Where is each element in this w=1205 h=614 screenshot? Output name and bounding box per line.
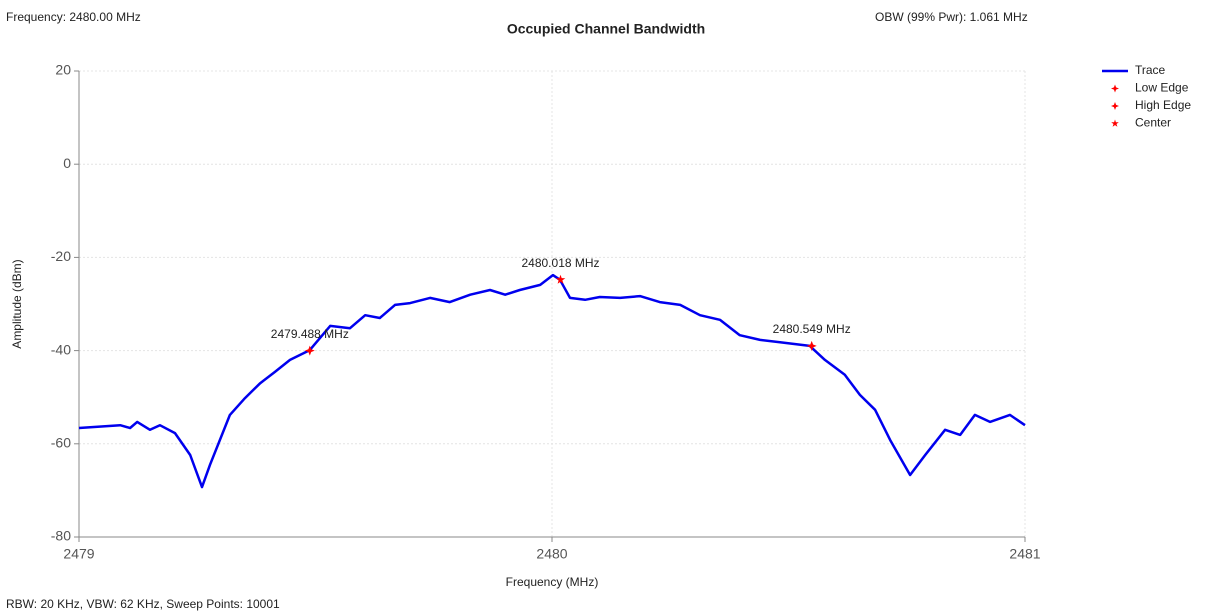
legend-swatch: [1111, 102, 1119, 110]
marker: [304, 345, 315, 356]
legend-swatch: [1111, 84, 1119, 93]
y-tick-label: -60: [51, 435, 71, 451]
legend-label: Trace: [1135, 63, 1166, 77]
marker: [555, 274, 566, 284]
y-tick-label: -20: [51, 248, 71, 264]
legend-label: Low Edge: [1135, 81, 1189, 95]
y-tick-label: -40: [51, 341, 71, 357]
marker-label: 2480.018 MHz: [521, 256, 599, 270]
x-tick-label: 2481: [1009, 546, 1040, 562]
y-tick-label: 0: [63, 155, 71, 171]
marker-label: 2480.549 MHz: [773, 322, 851, 336]
y-tick-label: -80: [51, 528, 71, 544]
x-tick-label: 2479: [63, 546, 94, 562]
footer: RBW: 20 KHz, VBW: 62 KHz, Sweep Points: …: [6, 597, 280, 611]
trace-line: [78, 273, 1026, 489]
y-tick-label: 20: [55, 62, 71, 78]
legend-swatch: [1111, 119, 1119, 127]
x-tick-label: 2480: [536, 546, 567, 562]
legend-label: Center: [1135, 116, 1171, 130]
y-axis-label: Amplitude (dBm): [10, 259, 24, 348]
chart-title: Occupied Channel Bandwidth: [507, 21, 705, 37]
obw-info: OBW (99% Pwr): 1.061 MHz: [875, 10, 1028, 24]
marker-label: 2479.488 MHz: [271, 327, 349, 341]
marker: [806, 340, 817, 351]
frequency-info: Frequency: 2480.00 MHz: [6, 10, 141, 24]
x-axis-label: Frequency (MHz): [506, 575, 599, 589]
legend-label: High Edge: [1135, 98, 1191, 112]
